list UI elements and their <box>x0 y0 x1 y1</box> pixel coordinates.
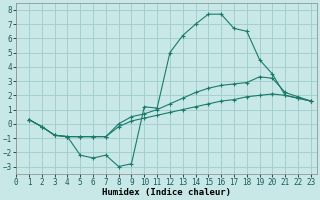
X-axis label: Humidex (Indice chaleur): Humidex (Indice chaleur) <box>102 188 231 197</box>
